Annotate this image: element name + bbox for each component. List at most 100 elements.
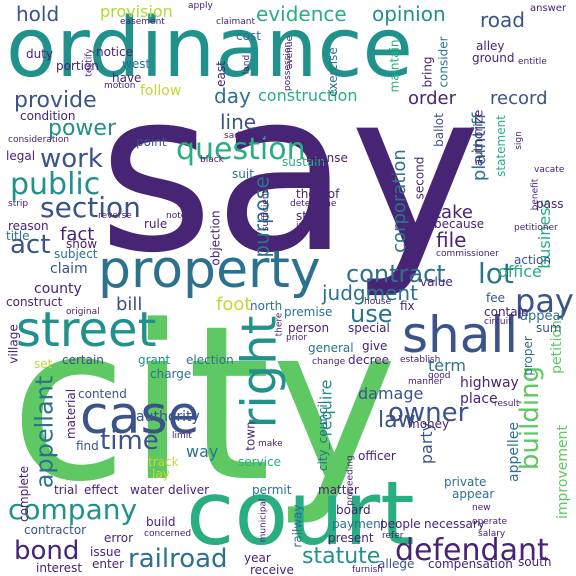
word-ballot: ballot: [431, 113, 446, 147]
word-improvement: improvement: [554, 425, 571, 519]
word-material: material: [64, 388, 79, 440]
word-lay: lay: [152, 467, 170, 481]
word-act: act: [10, 230, 51, 260]
word-place: place: [460, 391, 498, 407]
word-action: action: [514, 253, 551, 267]
word-charge: charge: [150, 367, 192, 381]
word-make: make: [258, 439, 283, 449]
word-subject: subject: [54, 247, 98, 261]
word-construct: construct: [6, 295, 63, 309]
word-money: money: [408, 417, 450, 431]
word-authority: authority: [136, 409, 200, 425]
word-good: good: [428, 371, 451, 381]
word-note: note: [166, 211, 187, 221]
word-service: service: [238, 455, 281, 469]
word-decree: decree: [348, 353, 390, 367]
word-corporation: corporation: [388, 149, 410, 253]
word-fee: fee: [486, 291, 505, 305]
word-follow: follow: [140, 83, 182, 99]
word-alley: alley: [476, 39, 505, 53]
word-fix: fix: [400, 299, 415, 313]
word-defendant: defendant: [395, 533, 549, 568]
word-black: black: [200, 155, 224, 165]
word-contend: contend: [78, 387, 127, 401]
word-trial: trial: [54, 483, 78, 497]
word-sustain: sustain: [282, 155, 326, 169]
word-apply: apply: [188, 1, 213, 11]
word-foot: foot: [216, 294, 252, 315]
word-opinion: opinion: [372, 2, 446, 26]
word-appellant: appellant: [30, 375, 59, 489]
word-evidence: evidence: [256, 2, 347, 26]
word-premise: premise: [284, 305, 333, 319]
word-easement: easement: [120, 17, 165, 27]
word-judgment: judgment: [322, 281, 418, 305]
word-portion: portion: [56, 59, 99, 73]
word-road: road: [480, 8, 525, 32]
word-fact: fact: [60, 224, 95, 245]
word-receive: receive: [250, 563, 294, 576]
word-authorize: authorize: [471, 109, 486, 167]
word-petitioner: petitioner: [514, 223, 558, 233]
word-land: land: [242, 54, 253, 75]
word-grant: grant: [138, 353, 171, 367]
word-statement: statement: [493, 115, 508, 177]
word-city: city: [10, 280, 398, 529]
word-issue: issue: [90, 545, 121, 559]
word-strip: strip: [8, 199, 29, 209]
word-track: track: [148, 455, 179, 469]
word-ground: ground: [472, 51, 515, 65]
word-north: north: [250, 299, 283, 313]
word-value: value: [420, 275, 453, 289]
word-private: private: [444, 475, 487, 489]
word-contract: contract: [346, 260, 446, 288]
word-allege: allege: [378, 557, 415, 571]
word-construction: construction: [258, 86, 358, 105]
word-day: day: [214, 84, 251, 108]
word-proper: proper: [520, 336, 535, 376]
word-record: record: [490, 88, 548, 109]
word-time: time: [100, 426, 159, 456]
word-manner: manner: [408, 377, 443, 387]
word-possession: possession: [283, 41, 294, 92]
word-property: property: [98, 240, 321, 300]
word-special: special: [348, 321, 390, 335]
word-entitle: entitle: [518, 57, 547, 67]
word-case: case: [80, 386, 200, 446]
word-cost: cost: [236, 29, 261, 43]
word-objection: objection: [208, 210, 223, 266]
word-effect: effect: [84, 483, 119, 497]
word-enter: enter: [92, 557, 125, 571]
word-permit: permit: [252, 483, 292, 497]
word-license: license: [306, 151, 348, 165]
word-section: section: [40, 191, 141, 224]
word-operate: operate: [472, 517, 508, 527]
word-because: because: [434, 217, 485, 231]
word-salary: salary: [478, 529, 506, 539]
word-appeal: appeal: [520, 309, 565, 324]
word-vacate: vacate: [534, 165, 565, 175]
word-city-council: city_council: [316, 400, 331, 472]
word-provision: provision: [100, 2, 173, 21]
word-refer: refer: [382, 531, 404, 541]
word-change: change: [312, 357, 346, 367]
word-commissioner: commissioner: [436, 249, 499, 259]
word-contain: contain: [484, 305, 529, 319]
word-motion: motion: [104, 81, 136, 91]
word-furnish: furnish: [352, 565, 384, 575]
word-water: water: [130, 483, 165, 497]
word-have: have: [112, 71, 142, 85]
word-general: general: [308, 341, 354, 355]
word-consideration: consideration: [8, 135, 70, 145]
word-line: line: [220, 110, 257, 134]
word-claimant: claimant: [216, 17, 255, 27]
word-west: west: [122, 57, 151, 71]
word-circuit: circuit: [484, 317, 512, 327]
word-sign: sign: [513, 131, 524, 150]
word-ordinance: ordinance: [6, 1, 413, 96]
word-bond: bond: [14, 536, 80, 566]
word-house: house: [364, 297, 392, 307]
word-hold: hold: [16, 2, 60, 26]
word-maintain: maintain: [387, 39, 402, 93]
word-title: title: [6, 229, 30, 243]
